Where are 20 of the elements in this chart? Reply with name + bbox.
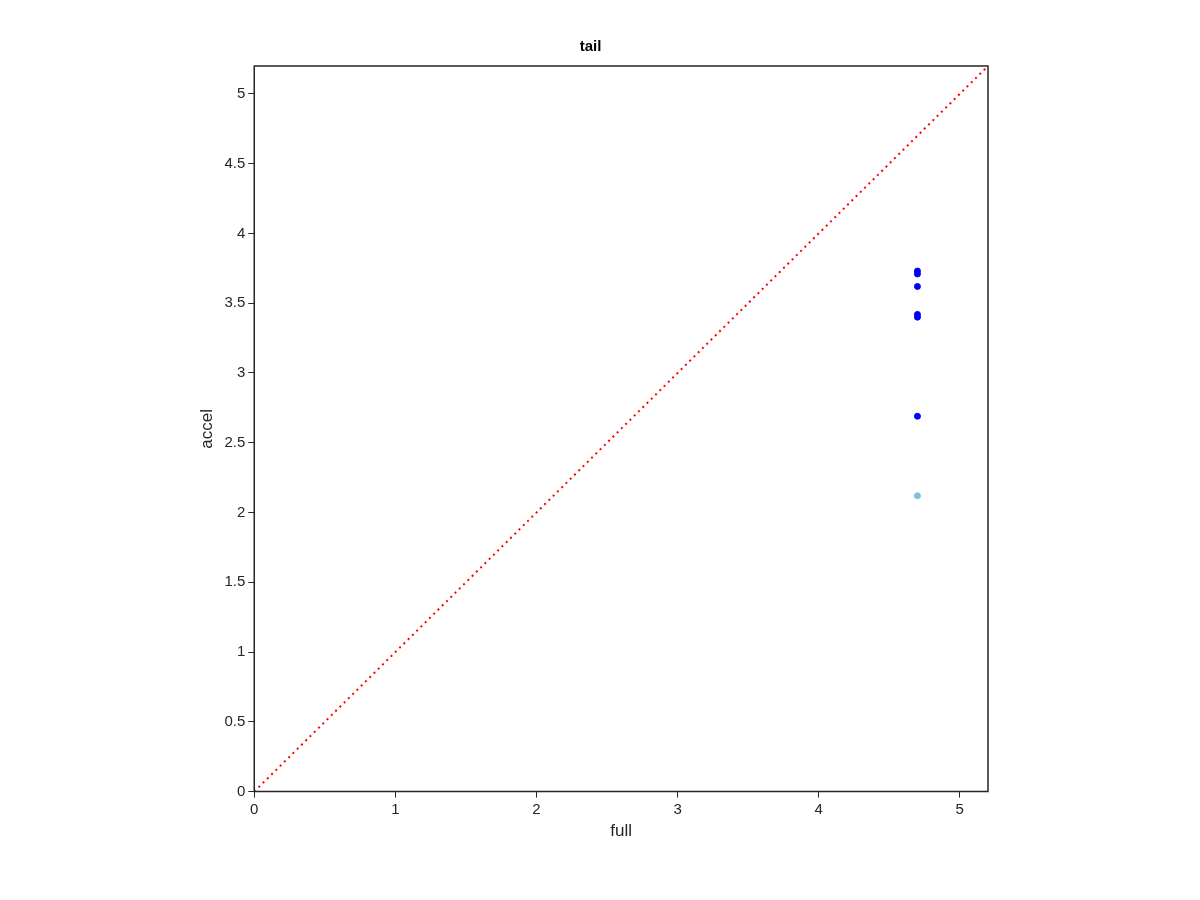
y-tick-label: 1.5	[224, 572, 246, 590]
y-tick-label: 3.5	[224, 293, 246, 311]
x-tick-label: 1	[391, 799, 400, 817]
x-tick-label: 3	[673, 799, 682, 817]
x-tick-label: 0	[250, 799, 259, 817]
y-tick-label: 4	[236, 223, 246, 241]
y-tick-label: 0	[236, 781, 246, 799]
y-tick-label: 5	[236, 84, 246, 102]
x-axis-title: full	[610, 821, 632, 841]
y-tick-label: 4.5	[224, 153, 246, 171]
y-tick-label: 2	[236, 502, 246, 520]
y-tick-label: 2.5	[224, 432, 246, 450]
y-tick-label: 1	[236, 642, 246, 660]
y-tick-label: 3	[236, 363, 246, 381]
y-axis-title: accel	[196, 408, 216, 449]
x-tick-label: 5	[955, 799, 964, 817]
chart-title: tail	[579, 37, 602, 55]
x-tick-label: 4	[814, 799, 823, 817]
x-tick-label: 2	[532, 799, 541, 817]
y-tick-label: 0.5	[224, 711, 246, 729]
